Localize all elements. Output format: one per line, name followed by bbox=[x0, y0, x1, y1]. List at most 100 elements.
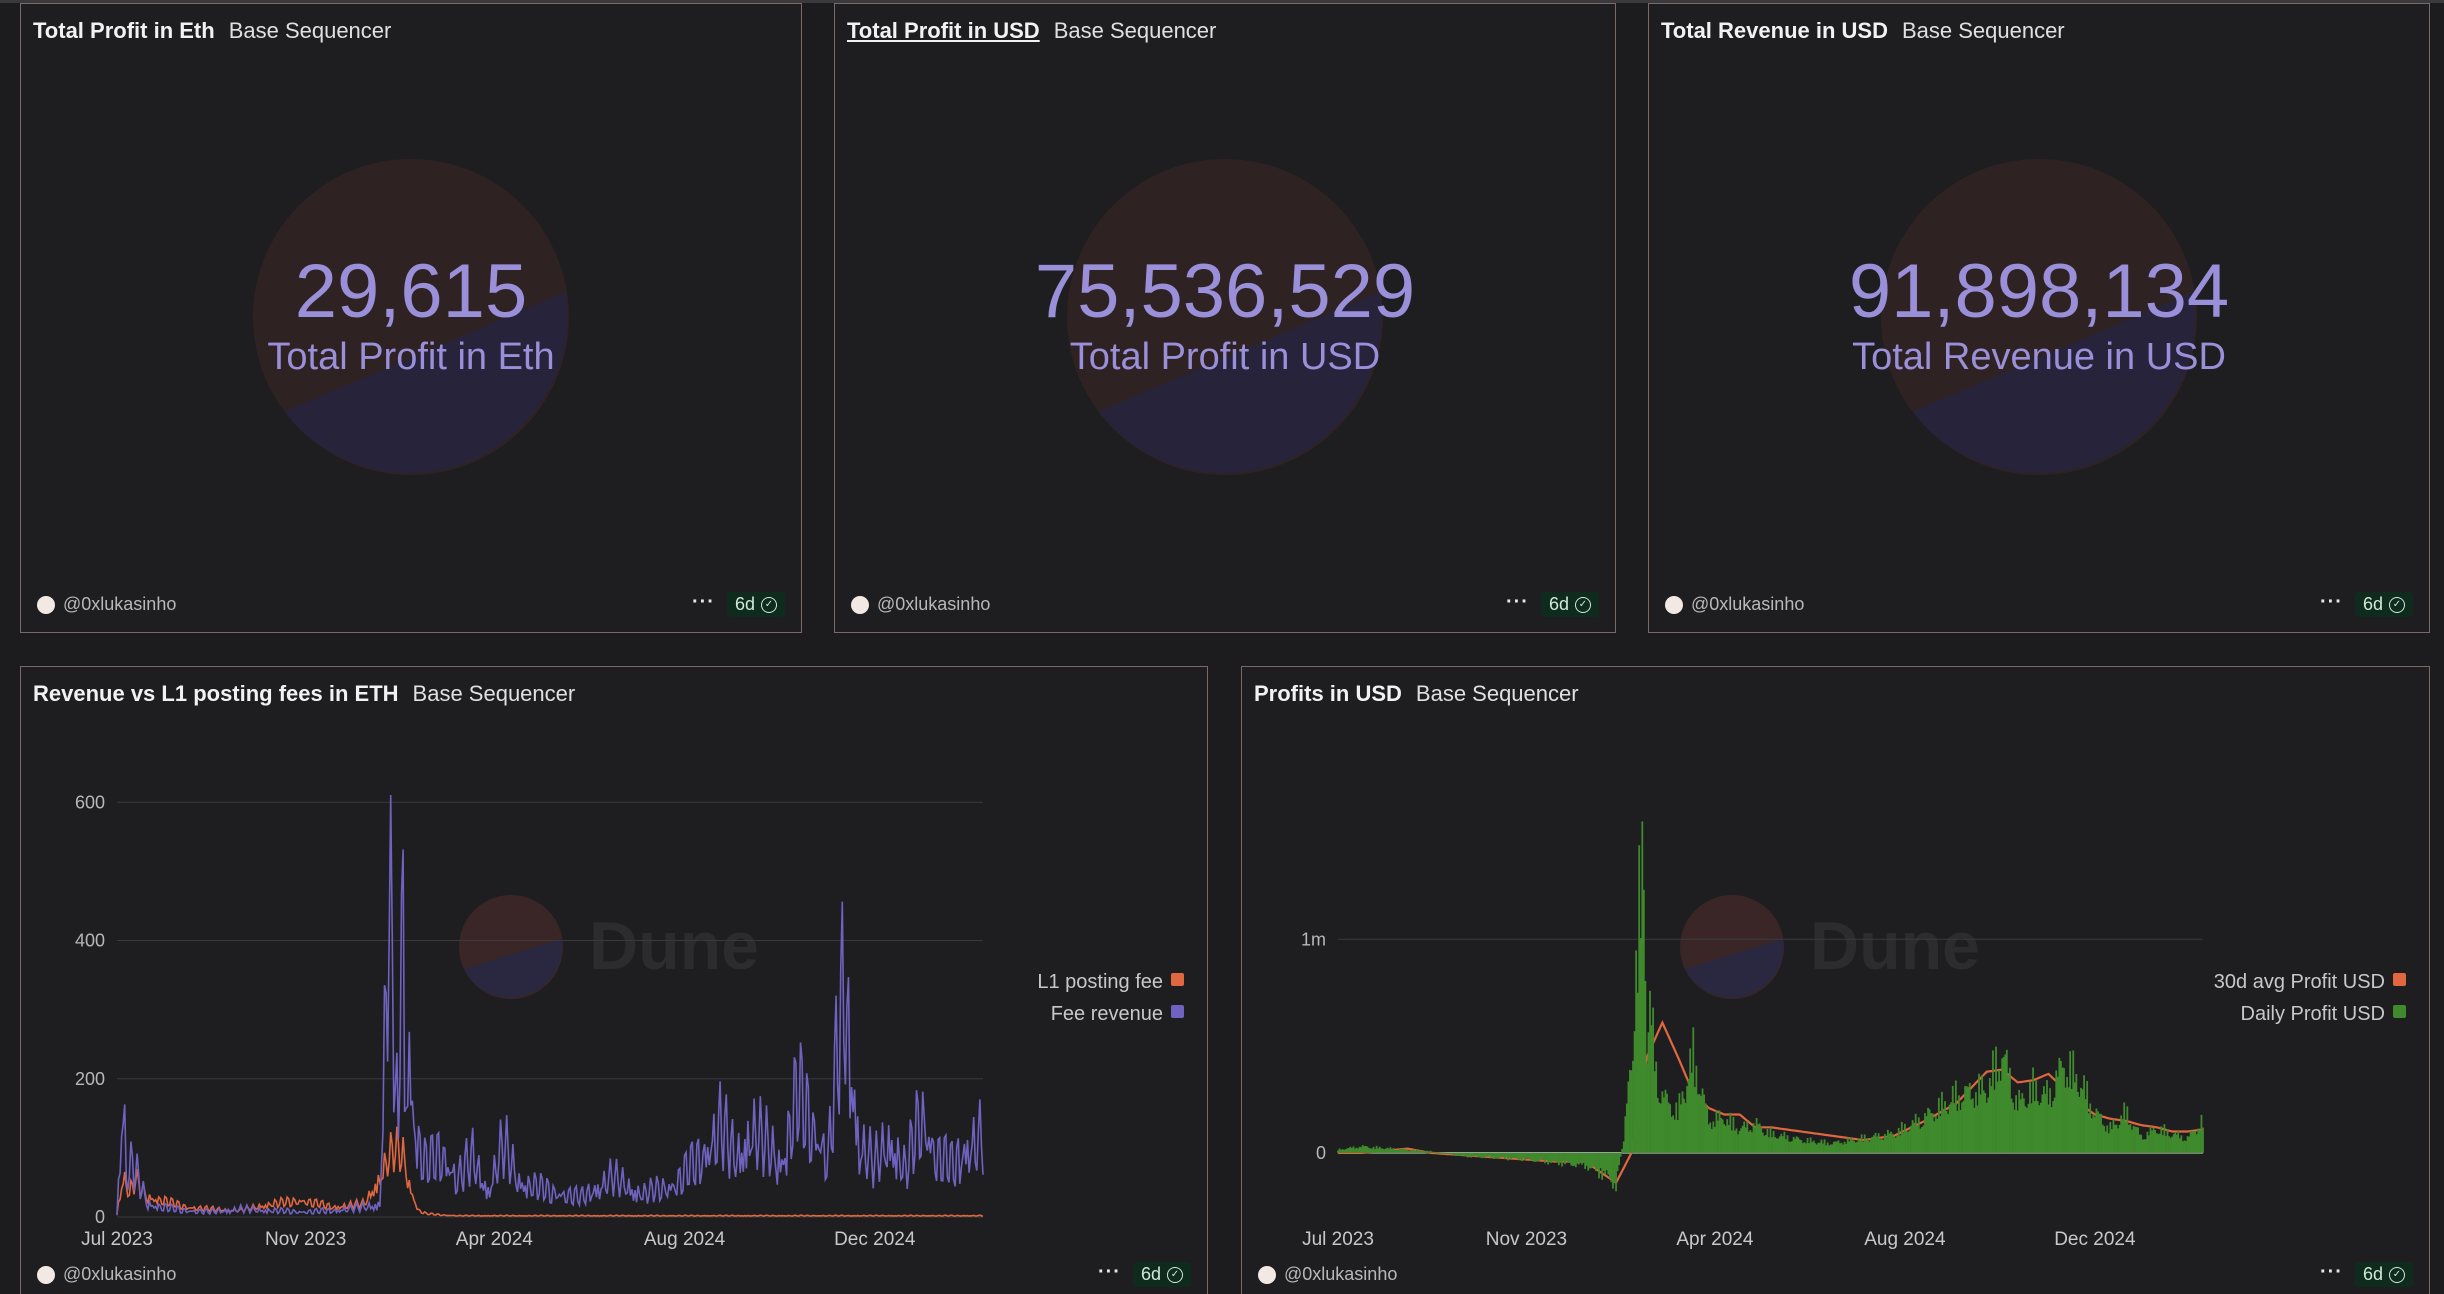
profit-bar bbox=[1741, 1125, 1744, 1153]
y-tick-label: 0 bbox=[95, 1207, 105, 1227]
profit-bar bbox=[1996, 1081, 1999, 1153]
profit-bar bbox=[2163, 1124, 2166, 1153]
profit-bar bbox=[1559, 1152, 1562, 1162]
refresh-age-badge: 6d ✓ bbox=[1132, 1262, 1191, 1287]
profit-bar bbox=[1914, 1113, 1917, 1153]
profit-bar bbox=[1910, 1125, 1912, 1153]
chart-title[interactable]: Revenue vs L1 posting fees in ETH bbox=[33, 681, 399, 706]
profit-bar bbox=[2069, 1051, 2072, 1153]
profit-bar bbox=[1351, 1147, 1353, 1153]
profit-bar bbox=[1437, 1152, 1440, 1154]
profit-bar bbox=[1582, 1152, 1585, 1163]
profit-bar bbox=[1951, 1085, 1954, 1153]
profit-bar bbox=[2081, 1089, 2084, 1153]
profit-bar bbox=[1618, 1152, 1621, 1165]
profit-bar bbox=[1605, 1152, 1608, 1171]
profit-bar bbox=[1463, 1152, 1466, 1157]
profit-bar bbox=[1764, 1135, 1767, 1153]
profit-bar bbox=[2191, 1130, 2194, 1153]
profit-bar bbox=[1987, 1097, 1990, 1153]
counter-card-profit-eth[interactable]: Total Profit in Eth Base Sequencer 29,615… bbox=[20, 3, 802, 633]
profit-bar bbox=[1684, 1102, 1687, 1153]
profit-bar bbox=[1919, 1128, 1922, 1153]
author[interactable]: @0xlukasinho bbox=[37, 1264, 176, 1285]
check-circle-icon: ✓ bbox=[2389, 596, 2405, 613]
profit-bar bbox=[1369, 1148, 1372, 1153]
author[interactable]: @0xlukasinho bbox=[1665, 594, 1804, 615]
profit-bar bbox=[2066, 1077, 2068, 1153]
legend-label: Daily Profit USD bbox=[2241, 1003, 2385, 1025]
counter-card-revenue-usd[interactable]: Total Revenue in USD Base Sequencer 91,89… bbox=[1648, 3, 2430, 633]
profit-bar bbox=[2177, 1130, 2180, 1153]
profit-bar bbox=[2092, 1114, 2095, 1153]
author[interactable]: @0xlukasinho bbox=[37, 594, 176, 615]
more-horizontal-icon[interactable]: ··· bbox=[691, 590, 715, 613]
profit-bar bbox=[1998, 1070, 2001, 1153]
profit-bar bbox=[1661, 1091, 1664, 1153]
counter-subtitle: Base Sequencer bbox=[1901, 18, 2065, 43]
profit-bar bbox=[1689, 1048, 1692, 1153]
profit-bar bbox=[1815, 1144, 1818, 1153]
profit-bar bbox=[1934, 1115, 1937, 1153]
chart-card-revenue-vs-l1[interactable]: Revenue vs L1 posting fees in ETH Base Se… bbox=[20, 666, 1208, 1294]
profit-bar bbox=[2115, 1124, 2118, 1153]
profit-bar bbox=[2024, 1106, 2027, 1153]
profit-bar bbox=[1698, 1093, 1701, 1153]
profit-bar bbox=[2061, 1067, 2064, 1153]
profit-bar bbox=[1585, 1152, 1588, 1166]
refresh-age-badge: 6d ✓ bbox=[2354, 592, 2413, 617]
profit-bar bbox=[1920, 1127, 1923, 1153]
profit-bar bbox=[1449, 1152, 1452, 1155]
author[interactable]: @0xlukasinho bbox=[1258, 1264, 1397, 1285]
profit-bar bbox=[1836, 1141, 1838, 1153]
counter-label: Total Profit in Eth bbox=[267, 336, 555, 378]
series-line bbox=[116, 1126, 984, 1217]
profit-bar bbox=[1459, 1152, 1461, 1156]
profit-bar bbox=[1979, 1094, 1982, 1153]
profit-bar bbox=[1902, 1133, 1905, 1153]
profit-bar bbox=[2072, 1050, 2075, 1153]
profit-bar bbox=[2056, 1076, 2059, 1153]
profit-bar bbox=[1638, 845, 1641, 1153]
profit-bar bbox=[1680, 1104, 1682, 1153]
profit-bar bbox=[1456, 1152, 1458, 1156]
profit-bar bbox=[2098, 1113, 2101, 1153]
profit-bar bbox=[1700, 1095, 1702, 1153]
dune-logo-icon bbox=[1881, 159, 2197, 475]
profit-bar bbox=[1880, 1138, 1883, 1153]
profit-bar bbox=[2015, 1095, 2017, 1153]
chart-title[interactable]: Profits in USD bbox=[1254, 681, 1402, 706]
profit-bar bbox=[2090, 1118, 2093, 1153]
more-horizontal-icon[interactable]: ··· bbox=[2319, 590, 2343, 613]
more-horizontal-icon[interactable]: ··· bbox=[2319, 1260, 2343, 1283]
profit-bar bbox=[1374, 1148, 1376, 1153]
profit-bar bbox=[1831, 1144, 1834, 1153]
x-tick-label: Aug 2024 bbox=[644, 1229, 726, 1250]
profit-bar bbox=[2149, 1126, 2152, 1153]
profit-bar bbox=[1670, 1116, 1673, 1153]
profit-bar bbox=[1740, 1128, 1743, 1153]
profit-bar bbox=[1798, 1139, 1801, 1153]
counter-title[interactable]: Total Profit in Eth bbox=[33, 18, 215, 43]
profit-bar bbox=[1873, 1135, 1875, 1153]
profit-bar bbox=[1503, 1152, 1506, 1159]
y-tick-label: 400 bbox=[75, 931, 105, 951]
more-horizontal-icon[interactable]: ··· bbox=[1097, 1260, 1121, 1283]
profit-bar bbox=[1428, 1151, 1431, 1153]
more-horizontal-icon[interactable]: ··· bbox=[1505, 590, 1529, 613]
profit-bar bbox=[2146, 1131, 2149, 1153]
profit-bar bbox=[2185, 1140, 2187, 1153]
check-circle-icon: ✓ bbox=[2389, 1266, 2405, 1283]
counter-title[interactable]: Total Profit in USD bbox=[847, 18, 1040, 43]
profit-bar bbox=[2058, 1057, 2061, 1153]
counter-title[interactable]: Total Revenue in USD bbox=[1661, 18, 1888, 43]
profit-bar bbox=[1794, 1138, 1797, 1153]
refresh-age-badge: 6d ✓ bbox=[1540, 592, 1599, 617]
counter-card-profit-usd[interactable]: Total Profit in USD Base Sequencer 75,536… bbox=[834, 3, 1616, 633]
profit-bar bbox=[1866, 1139, 1869, 1153]
profit-bar bbox=[1999, 1080, 2002, 1153]
chart-card-profits-usd[interactable]: Profits in USD Base Sequencer Dune 0 1m Jul … bbox=[1241, 666, 2430, 1294]
profit-bar bbox=[1812, 1140, 1815, 1153]
author[interactable]: @0xlukasinho bbox=[851, 594, 990, 615]
legend-label: L1 posting fee bbox=[1037, 971, 1163, 993]
